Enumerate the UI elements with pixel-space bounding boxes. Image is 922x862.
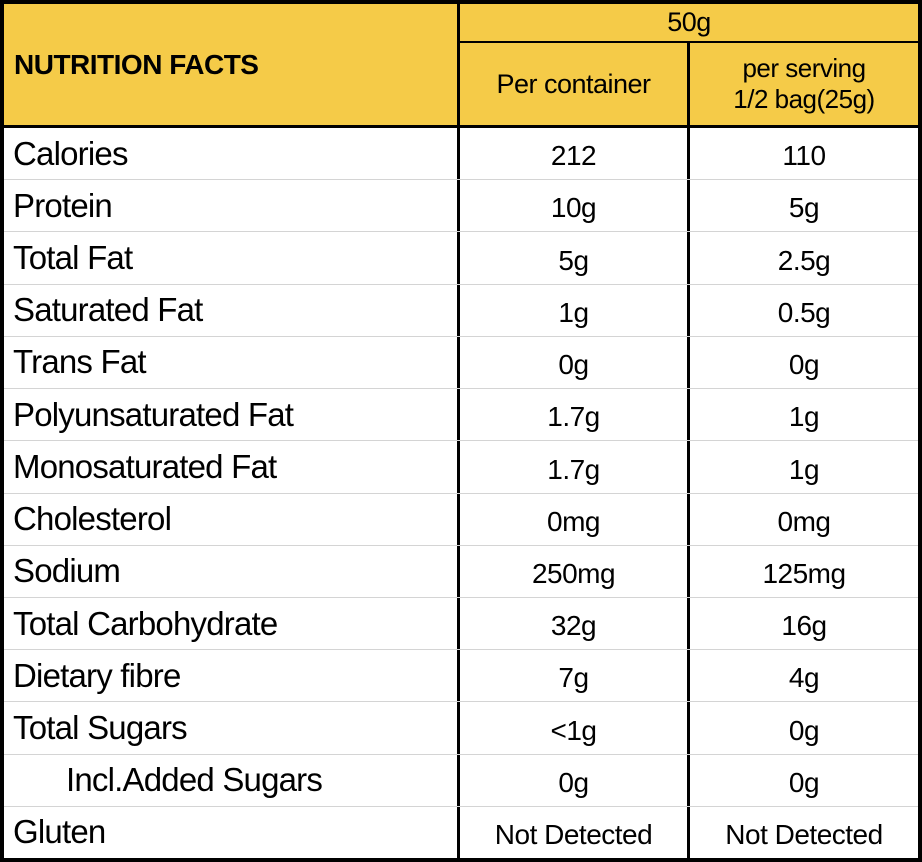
amount-header: 50g [460, 4, 918, 43]
table-body: Calories 212 110 Protein 10g 5g Total Fa… [4, 128, 918, 859]
value-per-container: Not Detected [457, 806, 687, 859]
value-per-serving: 1g [687, 441, 918, 493]
col-header-per-container: Per container [496, 68, 651, 99]
row-label: Gluten [13, 813, 106, 851]
table-row-dietary-fibre: Dietary fibre 7g 4g [4, 649, 918, 702]
value-per-container: 32g [457, 597, 687, 650]
table-row-gluten: Gluten Not Detected Not Detected [4, 805, 918, 859]
value-per-serving: 16g [687, 597, 918, 650]
row-label: Incl.Added Sugars [66, 761, 323, 799]
row-label: Protein [13, 186, 113, 224]
col-header-per-serving: per serving 1/2 bag(25g) [687, 43, 918, 125]
column-headers: Per container per serving 1/2 bag(25g) [460, 43, 918, 125]
table-row-protein: Protein 10g 5g [4, 179, 918, 232]
value-per-serving: Not Detected [687, 806, 918, 859]
row-label: Saturated Fat [13, 291, 203, 329]
value-per-serving: 0g [687, 336, 918, 389]
value-per-container: 5g [457, 232, 687, 284]
row-label: Trans Fat [13, 343, 147, 381]
value-per-serving: 0g [687, 702, 918, 754]
table-row-total-carbohydrate: Total Carbohydrate 32g 16g [4, 596, 918, 650]
row-label: Dietary fibre [13, 656, 181, 694]
value-per-container: 1.7g [457, 441, 687, 493]
table-row-monosaturated-fat: Monosaturated Fat 1.7g 1g [4, 440, 918, 493]
row-label: Polyunsaturated Fat [13, 395, 294, 433]
value-per-serving: 110 [687, 128, 918, 180]
header-right-section: 50g Per container per serving 1/2 bag(25… [457, 4, 918, 125]
table-header: NUTRITION FACTS 50g Per container per se… [4, 4, 918, 128]
value-per-container: 1g [457, 284, 687, 336]
table-title: NUTRITION FACTS [14, 48, 259, 80]
table-row-trans-fat: Trans Fat 0g 0g [4, 335, 918, 389]
value-per-container: 0g [457, 754, 687, 806]
table-row-saturated-fat: Saturated Fat 1g 0.5g [4, 283, 918, 336]
value-per-serving: 5g [687, 180, 918, 232]
value-per-container: 212 [457, 128, 687, 180]
value-per-serving: 4g [687, 650, 918, 702]
row-label: Total Sugars [13, 709, 188, 747]
value-per-container: 10g [457, 180, 687, 232]
row-label: Total Fat [13, 239, 133, 277]
value-per-container: <1g [457, 702, 687, 754]
value-per-serving: 125mg [687, 545, 918, 597]
value-per-container: 0g [457, 336, 687, 389]
row-label: Sodium [13, 552, 121, 590]
value-per-container: 1.7g [457, 389, 687, 441]
row-label: Total Carbohydrate [13, 604, 278, 642]
table-row-polyunsaturated-fat: Polyunsaturated Fat 1.7g 1g [4, 388, 918, 441]
value-per-serving: 0mg [687, 493, 918, 545]
value-per-serving: 0.5g [687, 284, 918, 336]
row-label: Calories [13, 134, 128, 172]
value-per-serving: 0g [687, 754, 918, 806]
per-serving-line2: 1/2 bag(25g) [733, 84, 875, 114]
row-label: Cholesterol [13, 500, 172, 538]
table-row-sodium: Sodium 250mg 125mg [4, 544, 918, 597]
row-label: Monosaturated Fat [13, 447, 277, 485]
table-row-total-sugars: Total Sugars <1g 0g [4, 701, 918, 754]
table-row-calories: Calories 212 110 [4, 128, 918, 180]
value-per-container: 250mg [457, 545, 687, 597]
value-per-serving: 2.5g [687, 232, 918, 284]
value-per-container: 0mg [457, 493, 687, 545]
table-row-added-sugars: Incl.Added Sugars 0g 0g [4, 753, 918, 806]
value-per-container: 7g [457, 650, 687, 702]
per-serving-line1: per serving [742, 52, 866, 83]
value-per-serving: 1g [687, 389, 918, 441]
table-row-cholesterol: Cholesterol 0mg 0mg [4, 492, 918, 545]
table-row-total-fat: Total Fat 5g 2.5g [4, 231, 918, 284]
